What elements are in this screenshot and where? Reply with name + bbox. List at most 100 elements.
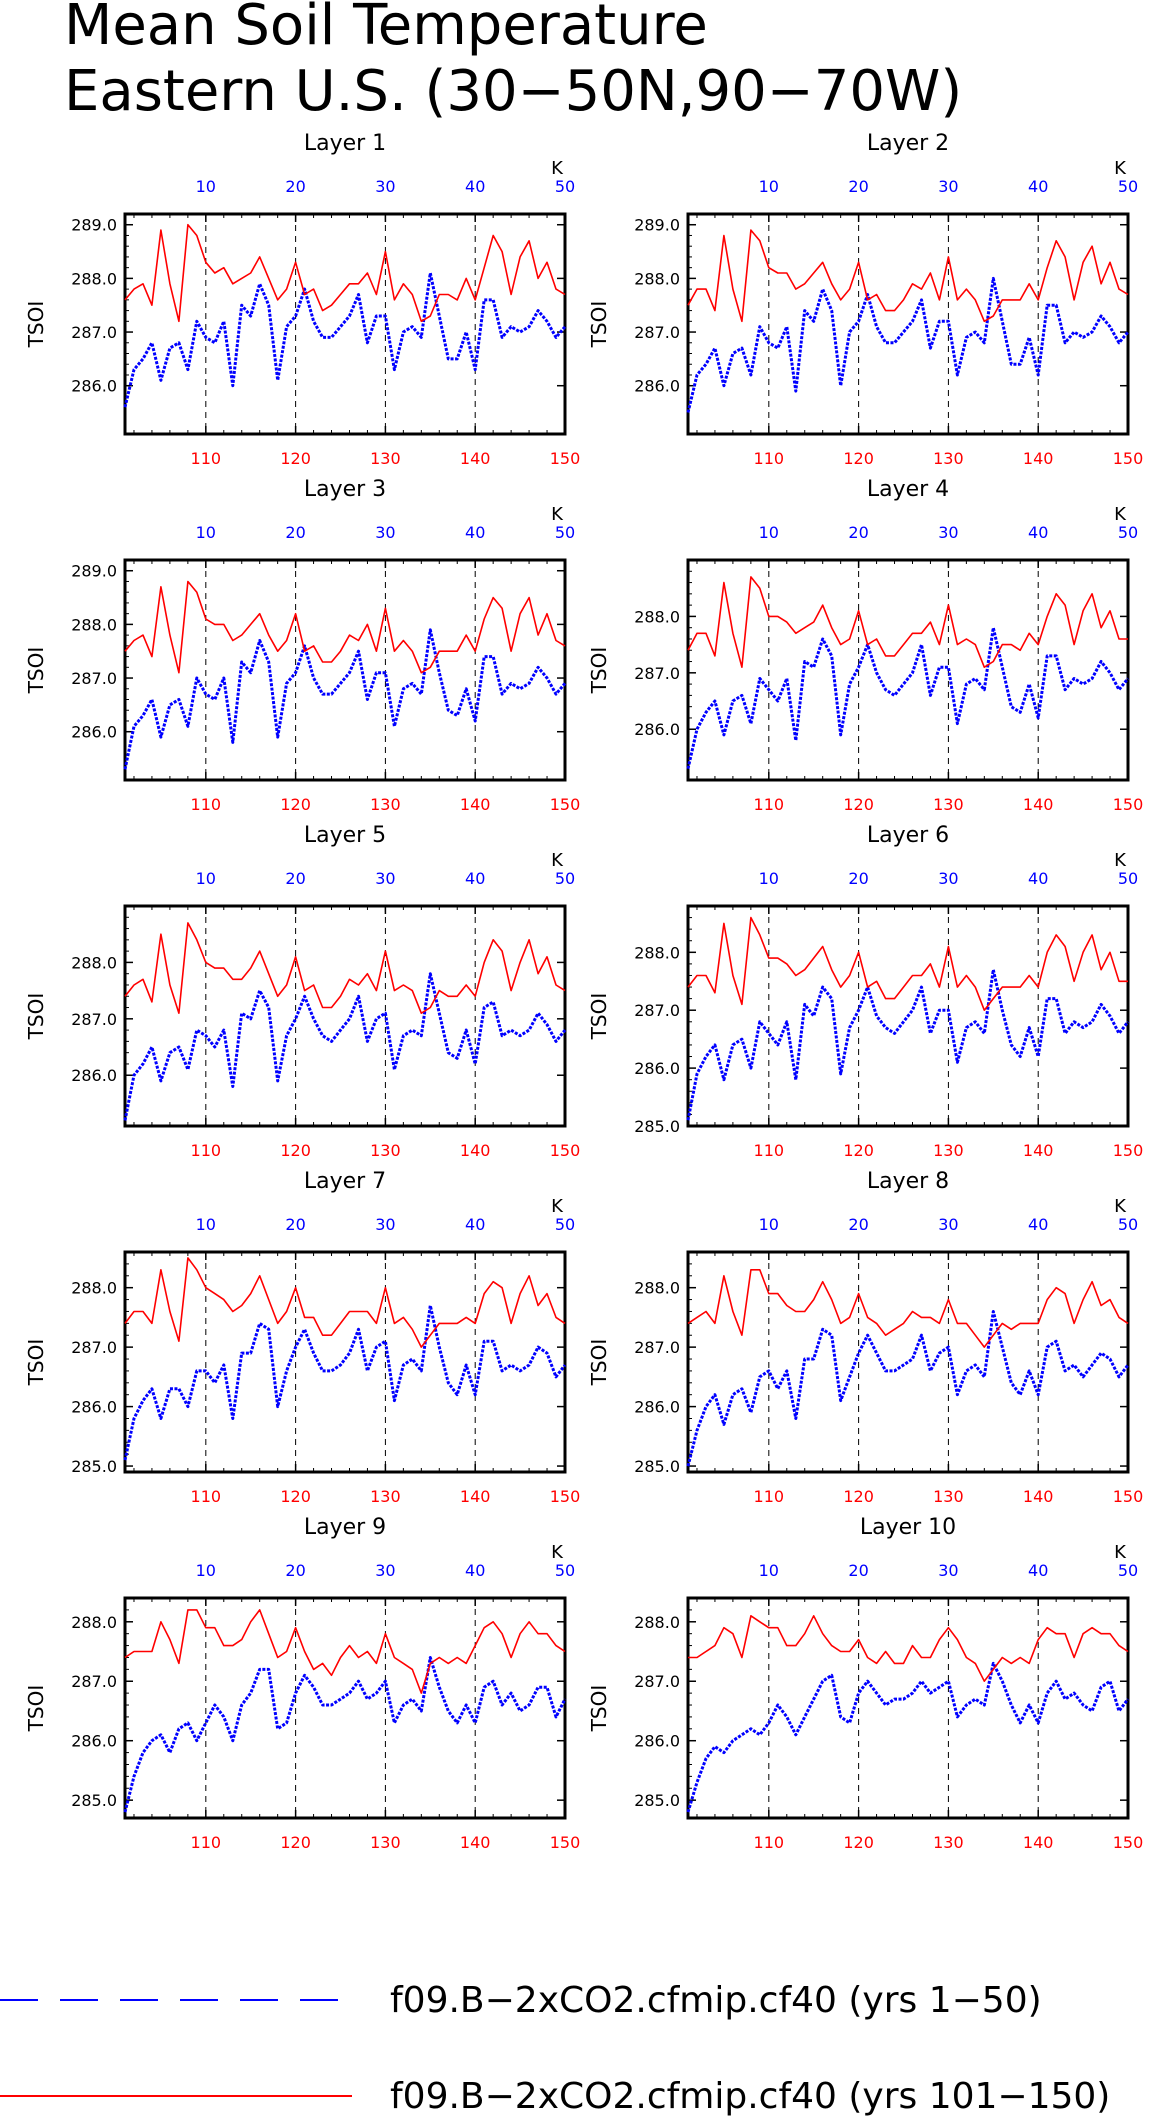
y-tick-label: 287.0 bbox=[71, 1338, 117, 1357]
top-axis-label: K bbox=[551, 1542, 564, 1563]
panel-title: Layer 9 bbox=[304, 1515, 386, 1540]
top-tick-label: 20 bbox=[285, 869, 305, 888]
x-tick-label: 120 bbox=[280, 449, 311, 468]
x-tick-label: 150 bbox=[1113, 795, 1144, 814]
series-yrs-1-50-line bbox=[123, 271, 567, 408]
x-tick-label: 150 bbox=[1113, 1833, 1144, 1852]
y-tick-label: 286.0 bbox=[634, 1732, 680, 1751]
x-tick-label: 110 bbox=[754, 1141, 785, 1160]
x-tick-label: 150 bbox=[550, 1487, 581, 1506]
plot-frame bbox=[123, 1250, 567, 1474]
series-yrs-1-50-line bbox=[686, 968, 1130, 1121]
y-tick-label: 287.0 bbox=[71, 323, 117, 342]
x-tick-label: 140 bbox=[1023, 1141, 1054, 1160]
x-tick-label: 140 bbox=[460, 1487, 491, 1506]
top-tick-label: 30 bbox=[375, 869, 395, 888]
top-tick-label: 40 bbox=[465, 869, 485, 888]
y-tick-label: 288.0 bbox=[634, 607, 680, 626]
y-axis-label: TSOI bbox=[587, 993, 611, 1041]
series-yrs-101-150-line bbox=[687, 229, 1129, 323]
y-tick-label: 286.0 bbox=[634, 1398, 680, 1417]
x-tick-label: 130 bbox=[933, 1487, 964, 1506]
x-tick-label: 140 bbox=[460, 795, 491, 814]
x-tick-label: 140 bbox=[460, 449, 491, 468]
y-axis-label: TSOI bbox=[24, 1685, 48, 1733]
legend-label-2: f09.B−2xCO2.cfmip.cf40 (yrs 101−150) bbox=[390, 2076, 1110, 2117]
series-yrs-101-150-line bbox=[687, 1269, 1129, 1348]
x-tick-label: 150 bbox=[550, 449, 581, 468]
top-tick-label: 20 bbox=[848, 869, 868, 888]
top-tick-label: 50 bbox=[1118, 1215, 1138, 1234]
top-tick-label: 30 bbox=[375, 1215, 395, 1234]
y-tick-label: 288.0 bbox=[71, 615, 117, 634]
x-tick-label: 120 bbox=[280, 1487, 311, 1506]
y-tick-label: 286.0 bbox=[71, 723, 117, 742]
x-tick-label: 130 bbox=[370, 1833, 401, 1852]
panel-title: Layer 7 bbox=[304, 1169, 386, 1194]
x-tick-label: 150 bbox=[550, 795, 581, 814]
top-tick-label: 50 bbox=[1118, 1561, 1138, 1580]
y-tick-label: 288.0 bbox=[634, 943, 680, 962]
y-axis-label: TSOI bbox=[587, 301, 611, 349]
x-tick-label: 130 bbox=[370, 449, 401, 468]
panel-layer-8: Layer 8 110 120 130 140 150 10 20 30 40 50K 285.0 28… bbox=[587, 1169, 1143, 1506]
series-yrs-101-150-line bbox=[124, 580, 566, 674]
top-tick-label: 30 bbox=[938, 177, 958, 196]
x-tick-label: 150 bbox=[550, 1833, 581, 1852]
x-tick-label: 130 bbox=[370, 795, 401, 814]
x-tick-label: 140 bbox=[1023, 795, 1054, 814]
plot-frame bbox=[123, 904, 567, 1128]
y-axis-label: TSOI bbox=[587, 1339, 611, 1387]
top-tick-label: 50 bbox=[1118, 523, 1138, 542]
top-axis-label: K bbox=[551, 850, 564, 871]
top-tick-label: 40 bbox=[1028, 1215, 1048, 1234]
title-line-2: Eastern U.S. (30−50N,90−70W) bbox=[64, 59, 962, 124]
top-tick-label: 20 bbox=[285, 1561, 305, 1580]
y-tick-label: 285.0 bbox=[634, 1117, 680, 1136]
top-tick-label: 20 bbox=[285, 523, 305, 542]
top-tick-label: 20 bbox=[848, 523, 868, 542]
top-tick-label: 10 bbox=[196, 177, 216, 196]
top-tick-label: 10 bbox=[196, 869, 216, 888]
top-tick-label: 50 bbox=[1118, 869, 1138, 888]
top-tick-label: 10 bbox=[759, 523, 779, 542]
y-axis-label: TSOI bbox=[24, 301, 48, 349]
top-tick-label: 40 bbox=[1028, 869, 1048, 888]
series-yrs-101-150-line bbox=[688, 1615, 1129, 1682]
top-tick-label: 50 bbox=[555, 177, 575, 196]
x-tick-label: 130 bbox=[370, 1487, 401, 1506]
panel-title: Layer 8 bbox=[867, 1169, 949, 1194]
x-tick-label: 110 bbox=[191, 1833, 222, 1852]
top-tick-label: 10 bbox=[759, 1561, 779, 1580]
series-yrs-1-50-line bbox=[123, 1304, 567, 1461]
x-tick-label: 120 bbox=[843, 449, 874, 468]
top-axis-label: K bbox=[551, 504, 564, 525]
panel-title: Layer 3 bbox=[304, 477, 386, 502]
y-tick-label: 288.0 bbox=[71, 269, 117, 288]
y-tick-label: 288.0 bbox=[634, 269, 680, 288]
y-tick-label: 287.0 bbox=[634, 1672, 680, 1691]
series-yrs-101-150-line bbox=[124, 223, 566, 323]
series-yrs-1-50-line bbox=[686, 276, 1130, 413]
legend: f09.B−2xCO2.cfmip.cf40 (yrs 1−50) f09.B−… bbox=[0, 1980, 1110, 2117]
top-axis-label: K bbox=[1114, 1542, 1127, 1563]
y-tick-label: 285.0 bbox=[634, 1791, 680, 1810]
top-tick-label: 40 bbox=[1028, 523, 1048, 542]
top-tick-label: 20 bbox=[285, 177, 305, 196]
x-tick-label: 140 bbox=[1023, 1487, 1054, 1506]
top-tick-label: 20 bbox=[285, 1215, 305, 1234]
top-tick-label: 10 bbox=[196, 1561, 216, 1580]
x-tick-label: 110 bbox=[754, 1833, 785, 1852]
top-axis-label: K bbox=[1114, 850, 1127, 871]
y-tick-label: 287.0 bbox=[634, 323, 680, 342]
top-tick-label: 10 bbox=[759, 869, 779, 888]
y-tick-label: 288.0 bbox=[634, 1613, 680, 1632]
panel-layer-1: Layer 1 110 120 130 140 150 10 20 30 40 50K 286.0 28… bbox=[24, 131, 580, 468]
top-tick-label: 30 bbox=[938, 869, 958, 888]
top-tick-label: 10 bbox=[759, 177, 779, 196]
y-axis-label: TSOI bbox=[587, 647, 611, 695]
y-tick-label: 288.0 bbox=[71, 1613, 117, 1632]
series-yrs-101-150-line bbox=[124, 922, 566, 1015]
series-yrs-1-50-line bbox=[123, 972, 567, 1121]
panel-layer-7: Layer 7 110 120 130 140 150 10 20 30 40 50K 285.0 28… bbox=[24, 1169, 580, 1506]
